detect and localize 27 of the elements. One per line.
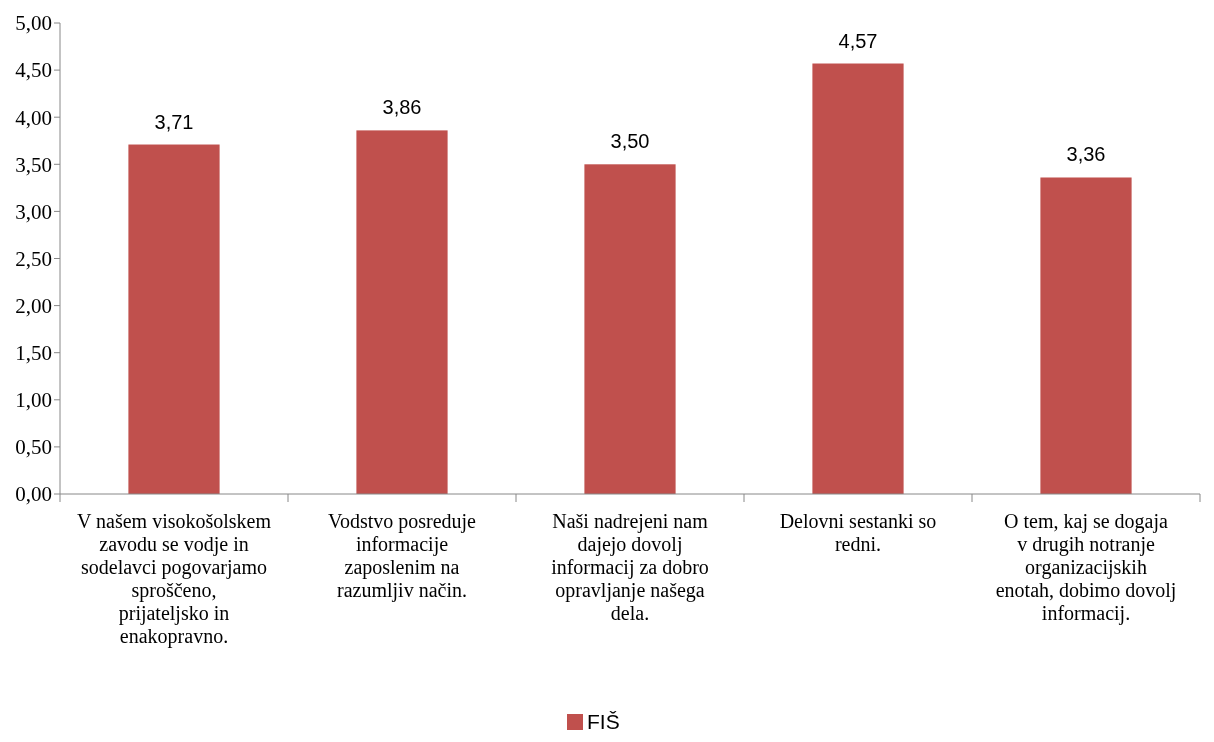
data-label: 3,71: [154, 110, 194, 133]
bar: [128, 144, 220, 494]
y-tick-label: 1,50: [15, 341, 52, 366]
bar: [356, 130, 448, 494]
x-tick-label: O tem, kaj se dogaja v drugih notranje organizacijskih enotah, dobimo dovolj informacij.: [995, 510, 1177, 625]
bar: [812, 63, 904, 494]
y-tick-label: 0,50: [15, 435, 52, 460]
y-tick-label: 2,50: [15, 246, 52, 271]
data-label: 3,36: [1066, 143, 1106, 166]
y-tick-label: 3,00: [15, 199, 52, 224]
y-tick-label: 5,00: [15, 11, 52, 36]
y-tick-label: 2,00: [15, 293, 52, 318]
x-tick-label: V našem visokošolskem zavodu se vodje in sodelavci pogovarjamo sproščeno, prijateljsko in enakopravno.: [76, 510, 272, 648]
data-label: 3,86: [382, 96, 422, 119]
data-label: 3,50: [610, 130, 650, 153]
y-tick-label: 1,00: [15, 388, 52, 413]
y-tick-label: 4,00: [15, 105, 52, 130]
bar: [584, 164, 676, 494]
x-tick-label: Vodstvo posreduje informacije zaposlenim na razumljiv način.: [328, 510, 477, 602]
x-tick-label: Naši nadrejeni nam dajejo dovolj informacij za dobro opravljanje našega dela.: [551, 510, 709, 624]
y-tick-label: 4,50: [15, 58, 52, 83]
bar: [1040, 177, 1132, 494]
data-label: 4,57: [838, 29, 878, 52]
x-tick-label: Delovni sestanki so redni.: [779, 510, 937, 555]
y-tick-label: 3,50: [15, 152, 52, 177]
legend-label: FIŠ: [587, 710, 620, 734]
y-tick-label: 0,00: [15, 482, 52, 507]
